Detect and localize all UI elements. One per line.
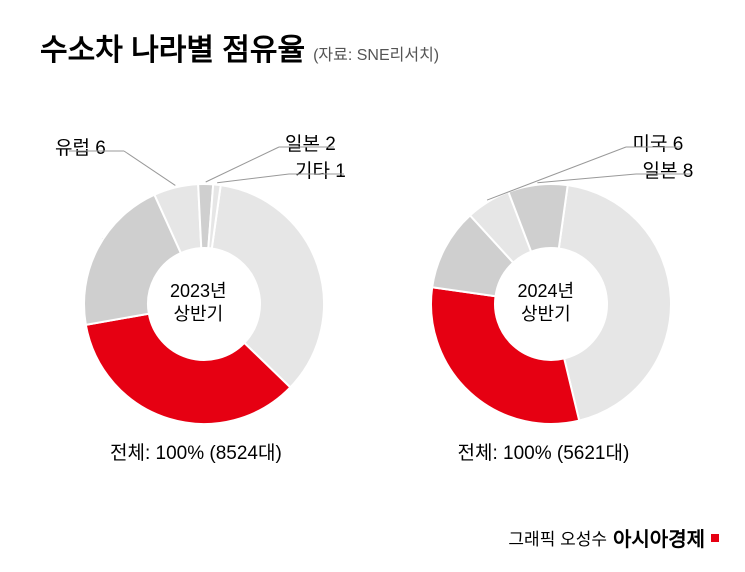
center-label: 2023년상반기 xyxy=(170,280,227,327)
credit-line: 그래픽 오성수 아시아경제 xyxy=(508,523,719,552)
center-label: 2024년상반기 xyxy=(518,280,575,327)
donut-chart-0: 중국35한국35미국21유럽 6일본 2기타 12023년상반기전체: 100%… xyxy=(40,89,368,509)
credit-author: 그래픽 오성수 xyxy=(508,525,607,550)
donut-chart-1: 중국44한국31유럽11미국 6일본 82024년상반기전체: 100% (56… xyxy=(388,89,716,509)
credit-brand: 아시아경제 xyxy=(613,523,705,552)
chart-footer: 전체: 100% (8524대) xyxy=(110,438,282,465)
chart-source: (자료: SNE리서치) xyxy=(313,41,439,65)
chart-footer: 전체: 100% (5621대) xyxy=(458,438,630,465)
brand-dot-icon xyxy=(711,534,719,542)
slice-중국 xyxy=(559,185,671,420)
chart-title: 수소차 나라별 점유율 xyxy=(40,25,305,69)
